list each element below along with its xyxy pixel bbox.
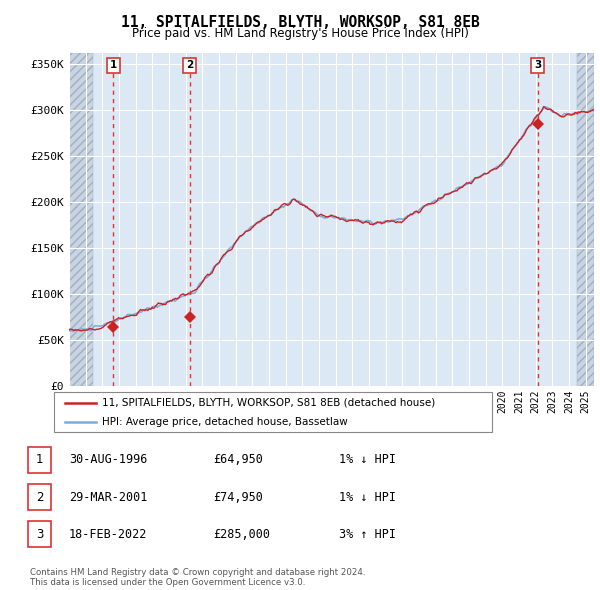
Text: 1% ↓ HPI: 1% ↓ HPI [339, 490, 396, 504]
Bar [69, 53, 92, 386]
Bar [577, 53, 594, 386]
Text: 3: 3 [36, 527, 43, 541]
Text: 18-FEB-2022: 18-FEB-2022 [69, 527, 148, 541]
Text: 29-MAR-2001: 29-MAR-2001 [69, 490, 148, 504]
FancyBboxPatch shape [28, 484, 51, 510]
Text: HPI: Average price, detached house, Bassetlaw: HPI: Average price, detached house, Bass… [102, 417, 348, 427]
Text: 30-AUG-1996: 30-AUG-1996 [69, 453, 148, 467]
Bar [577, 53, 594, 386]
Text: 1: 1 [36, 453, 43, 467]
Text: £64,950: £64,950 [213, 453, 263, 467]
Text: 3% ↑ HPI: 3% ↑ HPI [339, 527, 396, 541]
Bar [69, 53, 92, 386]
FancyBboxPatch shape [54, 392, 492, 432]
FancyBboxPatch shape [28, 447, 51, 473]
Text: £74,950: £74,950 [213, 490, 263, 504]
Text: Price paid vs. HM Land Registry's House Price Index (HPI): Price paid vs. HM Land Registry's House … [131, 27, 469, 40]
Text: Contains HM Land Registry data © Crown copyright and database right 2024.
This d: Contains HM Land Registry data © Crown c… [30, 568, 365, 587]
Text: 11, SPITALFIELDS, BLYTH, WORKSOP, S81 8EB: 11, SPITALFIELDS, BLYTH, WORKSOP, S81 8E… [121, 15, 479, 30]
FancyBboxPatch shape [28, 521, 51, 548]
Text: 11, SPITALFIELDS, BLYTH, WORKSOP, S81 8EB (detached house): 11, SPITALFIELDS, BLYTH, WORKSOP, S81 8E… [102, 398, 436, 408]
Text: 1: 1 [110, 60, 117, 70]
Text: 2: 2 [36, 490, 43, 504]
Text: £285,000: £285,000 [213, 527, 270, 541]
Text: 3: 3 [534, 60, 541, 70]
Text: 2: 2 [186, 60, 193, 70]
Text: 1% ↓ HPI: 1% ↓ HPI [339, 453, 396, 467]
